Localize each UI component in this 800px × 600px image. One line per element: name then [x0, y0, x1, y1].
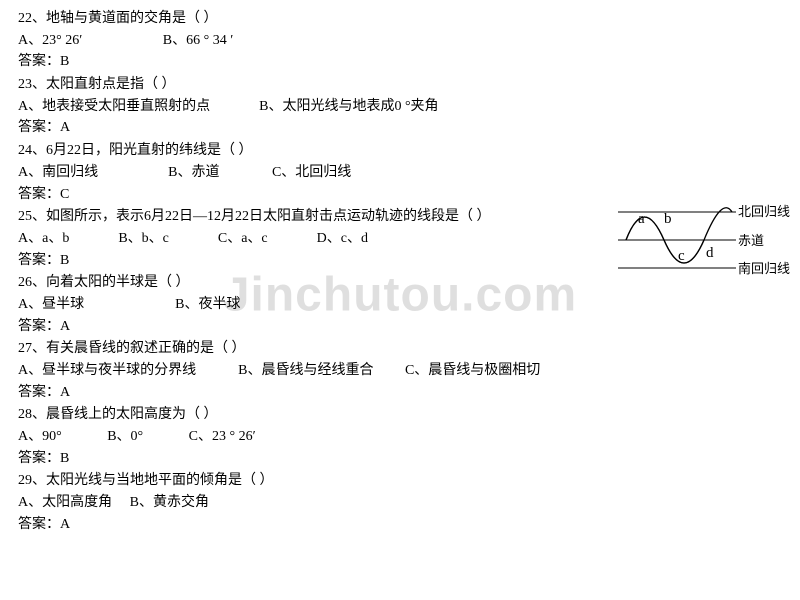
question-stem: 22、地轴与黄道面的交角是（ ） [18, 8, 782, 30]
question-answer: 答案：B [18, 51, 782, 73]
question-answer: 答案：A [18, 514, 782, 536]
question-28: 28、晨昏线上的太阳高度为（ ） A、90° B、0° C、23 ° 26′ 答… [18, 404, 782, 469]
diagram-label-c: c [678, 245, 685, 268]
question-answer: 答案：B [18, 448, 782, 470]
question-options: A、太阳高度角 B、黄赤交角 [18, 492, 782, 514]
diagram-label-equator: 赤道 [738, 231, 764, 251]
question-options: A、昼半球与夜半球的分界线 B、晨昏线与经线重合 C、晨昏线与极圈相切 [18, 360, 782, 382]
question-stem: 24、6月22日，阳光直射的纬线是（ ） [18, 140, 782, 162]
question-options: A、地表接受太阳垂直照射的点 B、太阳光线与地表成0 °夹角 [18, 96, 782, 118]
question-stem: 27、有关晨昏线的叙述正确的是（ ） [18, 338, 782, 360]
diagram-label-tropic-s: 南回归线 [738, 259, 790, 279]
question-29: 29、太阳光线与当地地平面的倾角是（ ） A、太阳高度角 B、黄赤交角 答案：A [18, 470, 782, 535]
question-26: 26、向着太阳的半球是（ ） A、昼半球 B、夜半球 答案：A [18, 272, 782, 337]
question-stem: 29、太阳光线与当地地平面的倾角是（ ） [18, 470, 782, 492]
question-22: 22、地轴与黄道面的交角是（ ） A、23° 26′ B、66 ° 34 ′ 答… [18, 8, 782, 73]
question-options: A、23° 26′ B、66 ° 34 ′ [18, 30, 782, 52]
diagram-label-tropic-n: 北回归线 [738, 202, 790, 222]
question-24: 24、6月22日，阳光直射的纬线是（ ） A、南回归线 B、赤道 C、北回归线 … [18, 140, 782, 205]
diagram-label-a: a [638, 208, 645, 231]
question-23: 23、太阳直射点是指（ ） A、地表接受太阳垂直照射的点 B、太阳光线与地表成0… [18, 74, 782, 139]
question-27: 27、有关晨昏线的叙述正确的是（ ） A、昼半球与夜半球的分界线 B、晨昏线与经… [18, 338, 782, 403]
question-options: A、90° B、0° C、23 ° 26′ [18, 426, 782, 448]
question-answer: 答案：A [18, 382, 782, 404]
tropic-diagram: a b c d 北回归线 赤道 南回归线 [614, 200, 794, 280]
question-stem: 23、太阳直射点是指（ ） [18, 74, 782, 96]
diagram-label-d: d [706, 242, 714, 265]
diagram-label-b: b [664, 208, 672, 231]
question-options: A、昼半球 B、夜半球 [18, 294, 782, 316]
question-stem: 28、晨昏线上的太阳高度为（ ） [18, 404, 782, 426]
question-answer: 答案：A [18, 117, 782, 139]
question-answer: 答案：A [18, 316, 782, 338]
question-options: A、南回归线 B、赤道 C、北回归线 [18, 162, 782, 184]
